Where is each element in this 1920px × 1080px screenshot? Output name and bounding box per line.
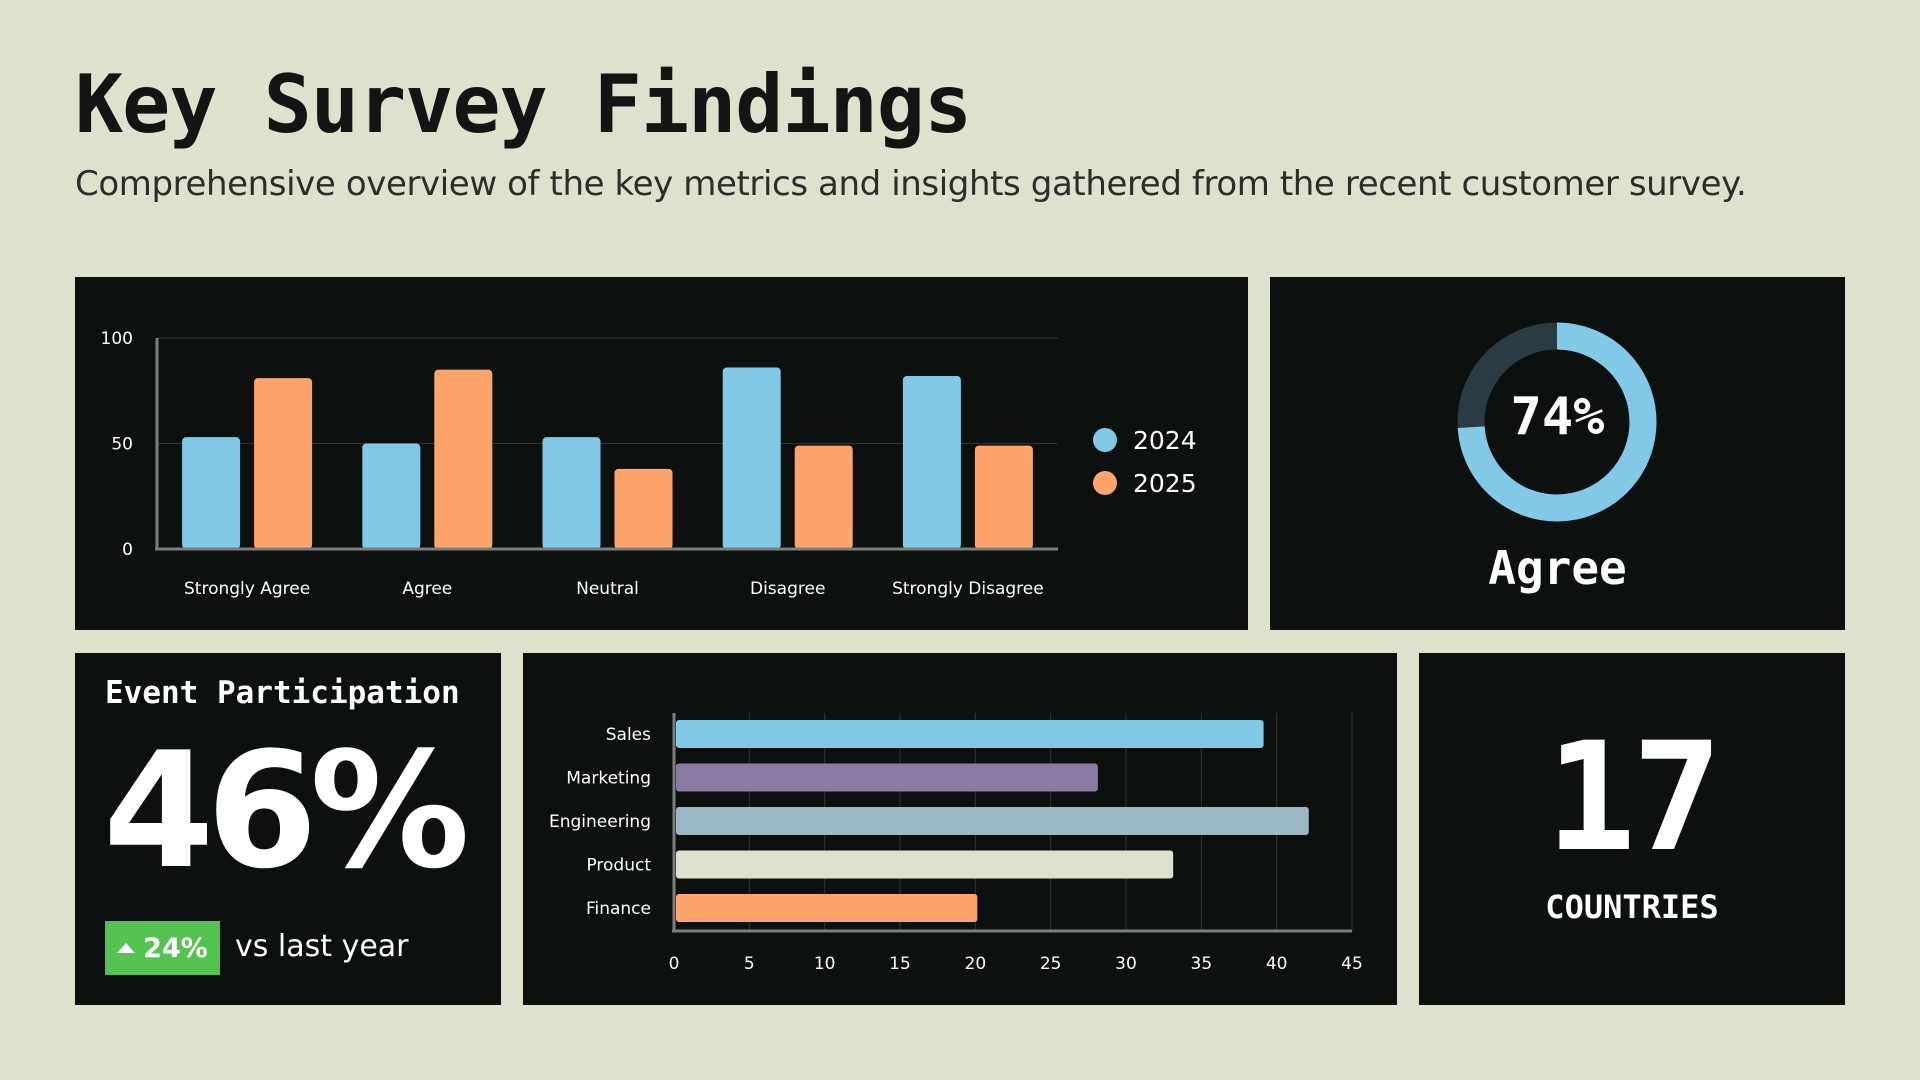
x-tick-label: Disagree — [750, 579, 825, 599]
event-participation-value: 46% — [103, 717, 470, 904]
x-tick-label: 35 — [1191, 954, 1213, 974]
bar — [676, 850, 1174, 879]
agree-donut-panel: 74% Agree — [1270, 277, 1845, 630]
bar-2024 — [542, 437, 601, 549]
bar — [676, 894, 978, 922]
x-tick-label: 10 — [814, 954, 836, 974]
y-tick-label: 50 — [111, 435, 133, 455]
x-tick-label: 5 — [744, 954, 755, 974]
legend-label: 2025 — [1133, 469, 1197, 498]
legend-marker — [1093, 428, 1117, 452]
donut-arc — [1457, 322, 1657, 522]
countries-value: 17 — [1545, 711, 1723, 885]
x-tick-label: 20 — [965, 954, 987, 974]
countries-label: COUNTRIES — [1545, 888, 1719, 926]
agree-donut-chart — [1457, 322, 1657, 522]
bar — [676, 763, 1098, 792]
legend-marker — [1093, 471, 1117, 495]
event-participation-title: Event Participation — [105, 675, 460, 711]
department-panel: 0 5 10 15 20 25 30 35 40 45 Sales Marketing Engineer… — [523, 653, 1397, 1005]
x-tick-label: 15 — [889, 954, 911, 974]
x-tick-label: 30 — [1115, 954, 1137, 974]
bar — [676, 720, 1264, 748]
bar-2024 — [182, 437, 241, 549]
x-tick-label: 0 — [669, 954, 680, 974]
triangle-up-icon — [117, 943, 136, 953]
y-tick-label: Product — [586, 856, 651, 876]
change-value: 24% — [143, 932, 208, 964]
change-badge: 24% — [105, 921, 220, 975]
bar-2025 — [254, 378, 313, 549]
x-tick-label: Neutral — [576, 579, 639, 599]
bar-2025 — [794, 445, 853, 549]
legend-label: 2024 — [1133, 426, 1197, 455]
x-tick-label: 25 — [1040, 954, 1062, 974]
x-tick-label: Strongly Disagree — [892, 579, 1044, 599]
bar-2024 — [362, 443, 421, 549]
bar-2024 — [902, 375, 961, 549]
y-tick-label: Finance — [586, 899, 651, 919]
y-tick-label: Engineering — [549, 812, 651, 832]
y-tick-label: Marketing — [566, 769, 651, 789]
bar — [676, 807, 1309, 835]
change-caption: vs last year — [235, 929, 409, 964]
page-title: Key Survey Findings — [75, 58, 972, 151]
x-tick-label: Agree — [402, 579, 452, 599]
bar-2025 — [974, 445, 1033, 549]
event-participation-panel: Event Participation 46% 24% vs last year — [75, 653, 501, 1005]
y-tick-label: 0 — [122, 540, 133, 560]
department-chart: 0 5 10 15 20 25 30 35 40 45 Sales Marketing Engineer… — [549, 713, 1363, 974]
x-tick-label: 40 — [1266, 954, 1288, 974]
donut-value: 74% — [1510, 387, 1605, 447]
y-tick-label: Sales — [606, 725, 651, 745]
page-subtitle: Comprehensive overview of the key metric… — [75, 164, 1747, 204]
bar-2025 — [614, 468, 673, 549]
donut-label: Agree — [1488, 541, 1627, 595]
countries-panel: 17 COUNTRIES — [1419, 653, 1845, 1005]
bar-2025 — [434, 369, 493, 549]
survey-response-panel: 0 50 100 Strongly Agree Agree Neutral Disagree… — [75, 277, 1248, 630]
survey-response-chart: 0 50 100 Strongly Agree Agree Neutral Disagree… — [101, 329, 1197, 599]
y-tick-label: 100 — [101, 329, 133, 349]
x-tick-label: 45 — [1341, 954, 1363, 974]
bar-2024 — [722, 367, 781, 549]
x-tick-label: Strongly Agree — [184, 579, 310, 599]
